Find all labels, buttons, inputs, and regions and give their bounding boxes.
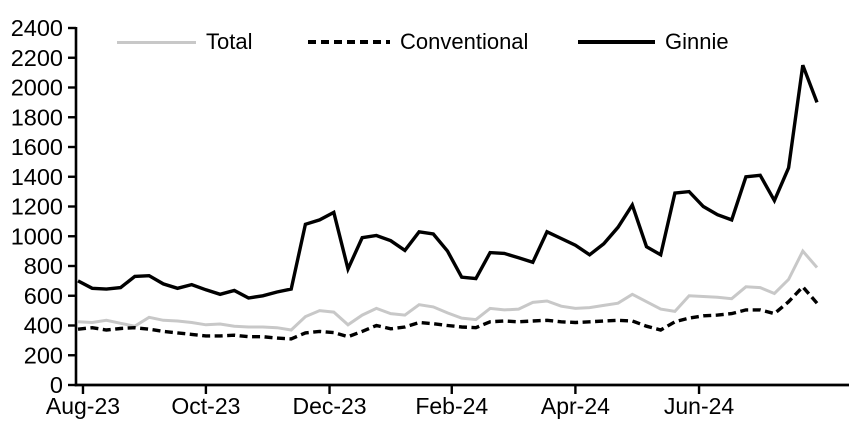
y-tick-label: 1600	[11, 134, 63, 160]
y-tick-label: 1000	[11, 223, 63, 249]
series-line-conventional	[77, 284, 819, 341]
series-line-ginnie	[77, 64, 819, 300]
y-tick-label: 200	[24, 342, 63, 368]
y-tick-label: 0	[50, 372, 63, 398]
series-line-total	[77, 248, 819, 332]
y-tick-label: 800	[24, 253, 63, 279]
y-tick-label: 600	[24, 283, 63, 309]
x-tick-label: Jun-24	[664, 393, 735, 419]
y-tick-label: 2400	[11, 15, 63, 41]
x-tick-label: Oct-23	[171, 393, 240, 419]
x-tick-label: Aug-23	[46, 393, 120, 419]
y-tick-label: 400	[24, 313, 63, 339]
x-tick-label: Dec-23	[292, 393, 366, 419]
y-tick-label: 1200	[11, 194, 63, 220]
y-tick-label: 1400	[11, 164, 63, 190]
y-tick-label: 1800	[11, 104, 63, 130]
y-tick-label: 2200	[11, 45, 63, 71]
x-tick-label: Feb-24	[415, 393, 488, 419]
x-tick-label: Apr-24	[541, 393, 610, 419]
y-tick-label: 2000	[11, 75, 63, 101]
